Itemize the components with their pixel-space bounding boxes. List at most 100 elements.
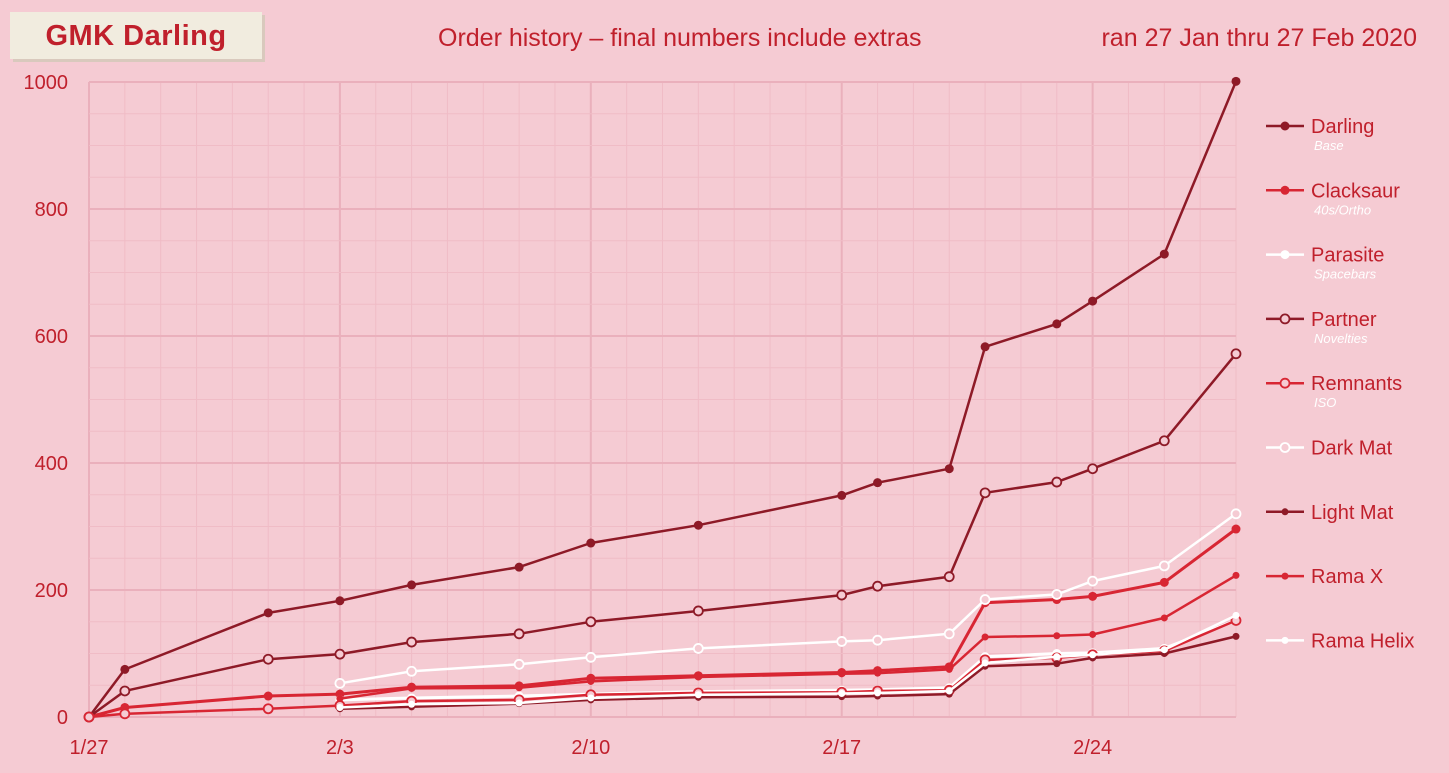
y-tick-label: 400 (35, 453, 68, 475)
legend-marker (1281, 636, 1289, 644)
legend-marker (1280, 185, 1290, 195)
data-point (1232, 571, 1240, 579)
data-point (586, 538, 596, 548)
data-point (1053, 632, 1061, 640)
y-tick-label: 1000 (24, 72, 69, 94)
legend-marker (1279, 377, 1291, 389)
data-point (120, 664, 130, 674)
legend-marker (1281, 508, 1289, 516)
data-point (1051, 589, 1063, 600)
brand-badge-text: GMK Darling (45, 20, 227, 52)
data-point (1158, 560, 1170, 572)
x-tick-label: 2/17 (822, 737, 861, 759)
data-point (262, 703, 274, 715)
x-tick-label: 1/27 (70, 737, 109, 759)
x-tick-label: 2/10 (571, 737, 610, 759)
legend-marker (1279, 442, 1291, 453)
series-line (88, 353, 1237, 719)
legend-marker (1280, 250, 1290, 260)
legend-label: Remnants (1311, 373, 1402, 395)
data-point (1160, 646, 1168, 654)
legend-marker (1281, 572, 1289, 580)
data-point (1087, 575, 1099, 587)
legend-sublabel: Spacebars (1314, 267, 1377, 282)
data-point (981, 659, 989, 667)
data-point (1052, 319, 1062, 329)
data-point (587, 694, 595, 702)
data-point (979, 487, 991, 499)
data-point (119, 708, 131, 720)
data-point (836, 589, 848, 601)
data-point (838, 670, 846, 678)
legend-label: Rama Helix (1311, 630, 1414, 652)
y-tick-label: 200 (35, 580, 68, 602)
data-point (336, 703, 344, 711)
data-point (1159, 577, 1169, 587)
legend-label: Clacksaur (1311, 180, 1400, 202)
legend-label: Rama X (1311, 566, 1383, 588)
data-point (838, 690, 846, 698)
data-point (1159, 249, 1169, 259)
data-point (263, 608, 273, 618)
data-point (334, 648, 346, 660)
data-point (1087, 463, 1099, 475)
data-point (335, 596, 345, 606)
data-point (1232, 611, 1240, 619)
legend-sublabel: Novelties (1314, 331, 1368, 346)
data-point (1231, 76, 1241, 86)
data-point (408, 684, 416, 692)
data-point (836, 636, 848, 647)
x-tick-label: 2/3 (326, 737, 354, 759)
data-point (981, 633, 989, 641)
data-point (515, 699, 523, 707)
data-point (336, 695, 344, 703)
legend-sublabel: ISO (1314, 395, 1336, 410)
data-point (874, 689, 882, 697)
data-point (873, 478, 883, 488)
data-point (1088, 296, 1098, 306)
data-point (408, 700, 416, 708)
data-point (119, 685, 131, 697)
data-point (872, 580, 883, 592)
legend-label: Dark Mat (1311, 438, 1393, 460)
brand-badge: GMK Darling (10, 12, 262, 59)
data-point (945, 687, 953, 695)
y-tick-label: 600 (35, 326, 68, 348)
data-point (514, 562, 524, 572)
data-point (837, 490, 847, 500)
data-point (694, 691, 702, 699)
data-point (943, 571, 955, 583)
series-line (339, 614, 1237, 709)
data-point (262, 653, 274, 665)
data-point (407, 580, 417, 590)
data-point (406, 636, 417, 648)
data-point (513, 658, 525, 670)
data-point (334, 677, 346, 689)
data-point (872, 634, 883, 646)
data-point (944, 464, 954, 474)
legend-marker (1280, 121, 1290, 131)
legend-label: Light Mat (1311, 502, 1394, 524)
data-point (585, 651, 597, 663)
legend-sublabel: 40s/Ortho (1314, 202, 1371, 217)
data-point (693, 520, 703, 530)
data-point (874, 669, 882, 677)
legend-label: Parasite (1311, 245, 1384, 267)
data-point (1231, 524, 1241, 534)
data-point (587, 677, 595, 685)
data-point (406, 665, 417, 677)
data-point (1230, 348, 1242, 360)
y-tick-label: 800 (35, 199, 68, 221)
chart-title: Order history – final numbers include ex… (438, 24, 922, 52)
data-point (1053, 653, 1061, 661)
data-point (585, 616, 597, 628)
data-point (979, 594, 991, 605)
data-point (1158, 435, 1170, 447)
data-point (263, 691, 273, 701)
data-point (1051, 476, 1063, 488)
data-point (694, 673, 702, 681)
data-point (945, 665, 953, 673)
data-point (83, 711, 95, 723)
series-line (88, 80, 1238, 718)
